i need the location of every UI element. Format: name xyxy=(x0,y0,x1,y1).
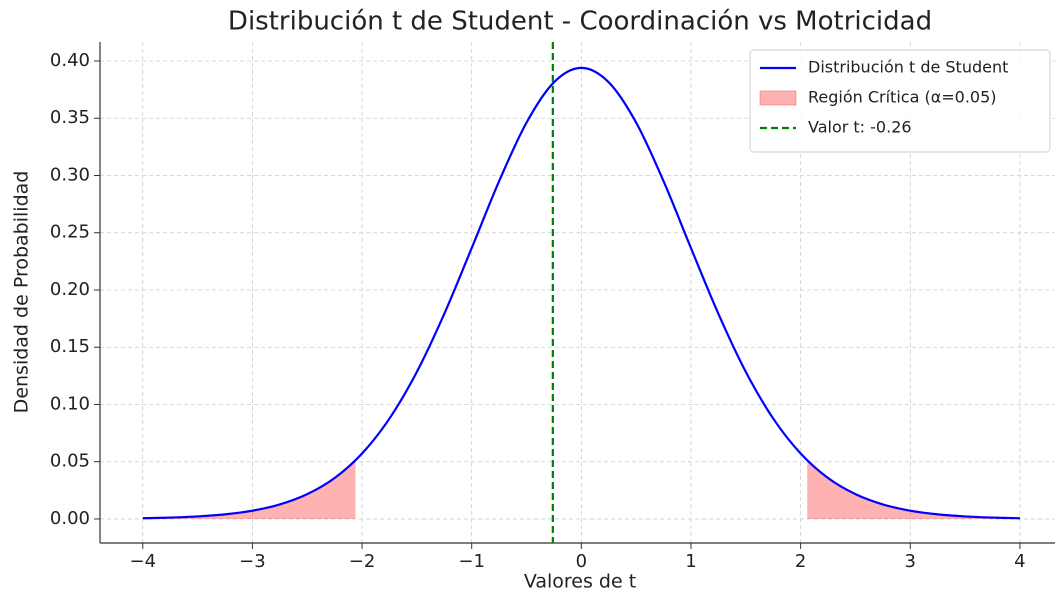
y-tick-label: 0.30 xyxy=(50,164,90,185)
y-tick-label: 0.00 xyxy=(50,508,90,529)
legend-swatch xyxy=(759,90,797,106)
x-tick-label: −1 xyxy=(458,551,485,572)
chart-title: Distribución t de Student - Coordinación… xyxy=(228,7,932,37)
x-tick-label: −4 xyxy=(129,551,156,572)
y-tick-label: 0.40 xyxy=(50,50,90,71)
x-tick-label: −3 xyxy=(239,551,266,572)
x-tick-label: 0 xyxy=(576,551,587,572)
legend-label: Valor t: -0.26 xyxy=(808,118,912,137)
y-tick-label: 0.05 xyxy=(50,451,90,472)
y-tick-label: 0.15 xyxy=(50,336,90,357)
x-axis-label: Valores de t xyxy=(524,571,636,593)
legend-label: Distribución t de Student xyxy=(808,58,1008,77)
y-tick-label: 0.20 xyxy=(50,279,90,300)
y-tick-label: 0.10 xyxy=(50,393,90,414)
legend-box xyxy=(749,49,1051,153)
x-tick-label: 2 xyxy=(795,551,806,572)
y-axis-label: Densidad de Probabilidad xyxy=(11,171,33,414)
x-tick-label: 3 xyxy=(905,551,916,572)
critical-area xyxy=(807,460,1020,519)
y-tick-label: 0.25 xyxy=(50,222,90,243)
density-line xyxy=(142,66,1020,520)
x-tick-label: 4 xyxy=(1014,551,1025,572)
y-tick-label: 0.35 xyxy=(50,107,90,128)
x-tick-label: 1 xyxy=(685,551,696,572)
legend-label: Región Crítica (α=0.05) xyxy=(808,88,997,107)
critical-area xyxy=(142,460,356,519)
x-tick-label: −2 xyxy=(349,551,376,572)
